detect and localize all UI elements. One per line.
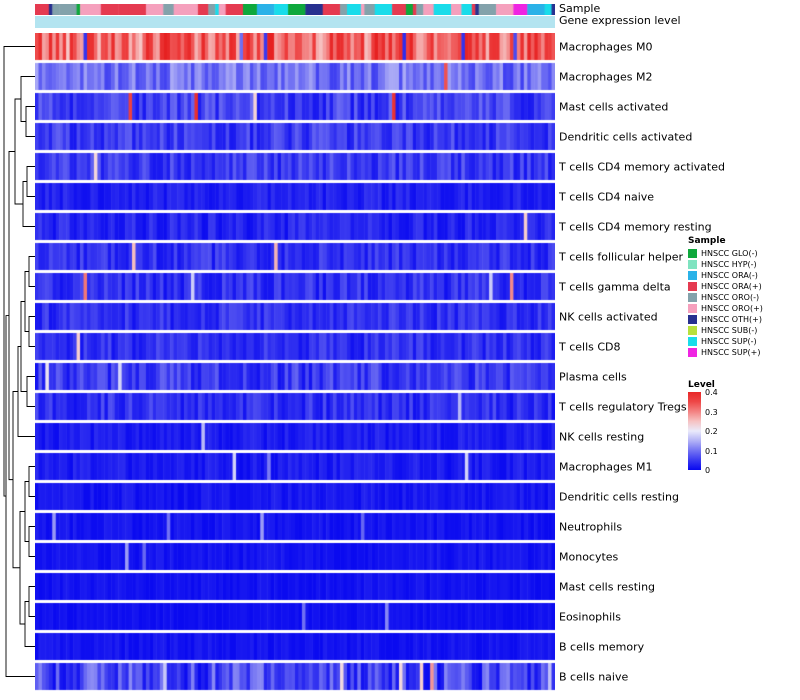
sample-category-label: HNSCC SUB(-) bbox=[701, 326, 758, 335]
row-label: Dendritic cells activated bbox=[559, 130, 693, 143]
level-color-scale bbox=[688, 392, 701, 470]
level-tick-label: 0 bbox=[705, 466, 711, 475]
sample-category-label: HNSCC GLO(-) bbox=[701, 249, 758, 258]
row-dendrogram bbox=[3, 46, 35, 677]
sample-category-swatch bbox=[688, 260, 697, 269]
sample-category-label: HNSCC OTH(+) bbox=[701, 315, 762, 324]
row-label: T cells follicular helper bbox=[559, 250, 684, 263]
row-label: Macrophages M1 bbox=[559, 460, 653, 473]
sample-category-label: HNSCC ORO(+) bbox=[701, 304, 763, 313]
sample-category-swatch bbox=[688, 271, 697, 280]
row-label: Macrophages M0 bbox=[559, 40, 653, 53]
sample-category-label: HNSCC ORA(-) bbox=[701, 271, 758, 280]
row-label: T cells CD4 naive bbox=[559, 190, 655, 203]
row-label: T cells regulatory Tregs bbox=[559, 400, 687, 413]
sample-category-label: HNSCC SUP(-) bbox=[701, 337, 757, 346]
row-label: T cells CD4 memory resting bbox=[559, 220, 712, 233]
sample-category-swatch bbox=[688, 282, 697, 291]
sample-legend-entry: HNSCC ORA(-) bbox=[688, 270, 763, 281]
sample-legend-entry: HNSCC ORO(+) bbox=[688, 303, 763, 314]
row-label: NK cells resting bbox=[559, 430, 645, 443]
sample-legend-title: Sample bbox=[688, 236, 726, 246]
level-tick-label: 0.1 bbox=[705, 446, 718, 456]
sample-category-swatch bbox=[688, 348, 697, 357]
row-label: T cells gamma delta bbox=[559, 280, 671, 293]
sample-category-label: HNSCC ORO(-) bbox=[701, 293, 760, 302]
level-tick-label: 0.2 bbox=[705, 427, 718, 436]
dendrogram-lines bbox=[3, 46, 35, 677]
sample-legend-entry: HNSCC OTH(+) bbox=[688, 314, 763, 325]
row-label: Dendritic cells resting bbox=[559, 490, 679, 503]
row-label: T cells CD8 bbox=[559, 340, 621, 353]
row-label: Neutrophils bbox=[559, 520, 623, 533]
sample-category-swatch bbox=[688, 293, 697, 302]
row-label: Eosinophils bbox=[559, 610, 621, 623]
sample-legend-entry: HNSCC SUB(-) bbox=[688, 325, 763, 336]
sample-category-swatch bbox=[688, 249, 697, 258]
sample-category-label: HNSCC SUP(+) bbox=[701, 348, 761, 357]
sample-category-swatch bbox=[688, 315, 697, 324]
row-label: T cells CD4 memory activated bbox=[559, 160, 725, 173]
sample-legend-entry: HNSCC HYP(-) bbox=[688, 259, 763, 270]
level-legend-title: Level bbox=[688, 380, 715, 390]
gene-expression-annotation-label: Gene expression level bbox=[559, 14, 681, 27]
row-label: Plasma cells bbox=[559, 370, 627, 383]
row-label: Monocytes bbox=[559, 550, 619, 563]
sample-annotation-bar bbox=[35, 4, 555, 15]
sample-category-label: HNSCC HYP(-) bbox=[701, 260, 757, 269]
sample-legend-entry: HNSCC GLO(-) bbox=[688, 248, 763, 259]
level-tick-label: 0.4 bbox=[705, 388, 718, 397]
sample-legend: HNSCC GLO(-) HNSCC HYP(-) HNSCC ORA(-) HNSC… bbox=[688, 248, 763, 358]
heatmap-grid bbox=[35, 33, 555, 693]
row-label: B cells naive bbox=[559, 670, 629, 683]
sample-legend-entry: HNSCC SUP(-) bbox=[688, 336, 763, 347]
sample-legend-entry: HNSCC SUP(+) bbox=[688, 347, 763, 358]
row-label: Mast cells resting bbox=[559, 580, 656, 593]
sample-legend-entry: HNSCC ORO(-) bbox=[688, 292, 763, 303]
sample-legend-entry: HNSCC ORA(+) bbox=[688, 281, 763, 292]
row-label: Mast cells activated bbox=[559, 100, 669, 113]
row-label: Macrophages M2 bbox=[559, 70, 653, 83]
sample-category-label: HNSCC ORA(+) bbox=[701, 282, 762, 291]
sample-category-swatch bbox=[688, 337, 697, 346]
sample-annotation-label: Sample bbox=[559, 2, 601, 15]
row-label: NK cells activated bbox=[559, 310, 658, 323]
row-label: B cells memory bbox=[559, 640, 645, 653]
gene-expression-annotation-bar bbox=[35, 16, 555, 28]
sample-category-swatch bbox=[688, 304, 697, 313]
level-tick-label: 0.3 bbox=[705, 407, 718, 417]
sample-category-swatch bbox=[688, 326, 697, 335]
